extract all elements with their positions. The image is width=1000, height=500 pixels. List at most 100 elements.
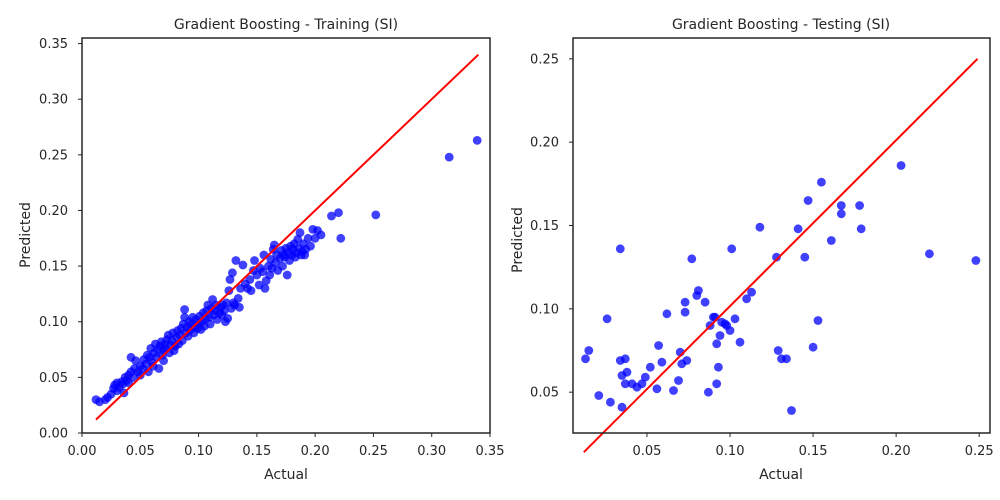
- scatter-point: [260, 284, 270, 293]
- scatter-point: [581, 354, 590, 364]
- x-tick-label: 0.10: [184, 444, 213, 459]
- chart-title: Gradient Boosting - Training (SI): [174, 17, 398, 33]
- scatter-point: [258, 267, 268, 277]
- scatter-point: [662, 309, 672, 319]
- scatter-point: [371, 210, 381, 220]
- plot-frame: [572, 37, 991, 434]
- scatter-point: [735, 337, 745, 347]
- scatter-point: [265, 270, 275, 280]
- scatter-point: [817, 177, 826, 187]
- scatter-point: [224, 286, 234, 295]
- reference-line-segment: [95, 53, 480, 421]
- x-axis-label: Actual: [264, 467, 308, 483]
- scatter-points: [91, 136, 482, 407]
- x-axis-label: Actual: [759, 467, 803, 483]
- y-tick-label: 0.25: [530, 52, 559, 67]
- scatter-point: [615, 244, 625, 254]
- scatter-point: [444, 152, 454, 162]
- scatter-point: [620, 379, 630, 389]
- scatter-point: [327, 211, 336, 221]
- scatter-point: [223, 314, 233, 323]
- x-tick-label: 0.20: [882, 444, 911, 459]
- scatter-point: [306, 241, 315, 251]
- reference-line: [583, 58, 979, 453]
- scatter-point: [971, 256, 981, 265]
- scatter-point: [231, 256, 241, 265]
- scatter-point: [180, 305, 190, 314]
- y-tick-label: 0.05: [39, 371, 68, 386]
- scatter-point: [225, 275, 235, 284]
- x-tick-label: 0.20: [301, 444, 330, 459]
- x-tick-label: 0.25: [359, 444, 388, 459]
- scatter-point: [233, 294, 243, 303]
- plot-frame: [81, 37, 491, 434]
- scatter-point: [687, 254, 697, 264]
- x-tick-label: 0.15: [242, 444, 271, 459]
- x-tick-label: 0.05: [632, 444, 661, 459]
- scatter-point: [836, 201, 846, 210]
- scatter-point: [205, 319, 215, 329]
- scatter-point: [714, 362, 723, 372]
- scatter-point: [730, 314, 740, 324]
- scatter-point: [620, 354, 630, 364]
- x-ticks: 0.05 0.10 0.15 0.20 0.25: [632, 433, 994, 459]
- x-tick-label: 0.05: [126, 444, 155, 459]
- scatter-point: [755, 222, 765, 232]
- scatter-point: [813, 316, 823, 325]
- scatter-point: [228, 268, 237, 278]
- scatter-point: [282, 270, 292, 280]
- scatter-point: [669, 386, 678, 395]
- scatter-point: [316, 230, 326, 240]
- y-tick-label: 0.15: [530, 219, 559, 234]
- scatter-point: [154, 364, 164, 373]
- scatter-point: [782, 354, 791, 364]
- scatter-point: [715, 331, 725, 340]
- scatter-point: [135, 370, 145, 380]
- x-tick-label: 0.25: [965, 444, 994, 459]
- y-tick-label: 0.25: [39, 148, 68, 163]
- reference-line-segment: [583, 58, 979, 453]
- scatter-point: [645, 362, 655, 372]
- x-tick-label: 0.35: [476, 444, 505, 459]
- scatter-point: [856, 224, 866, 234]
- scatter-point: [800, 252, 810, 262]
- scatter-point: [773, 346, 783, 355]
- scatter-point: [584, 346, 594, 355]
- y-tick-label: 0.20: [39, 204, 68, 219]
- scatter-point: [295, 228, 305, 238]
- scatter-points: [581, 161, 981, 415]
- scatter-point: [682, 356, 692, 365]
- scatter-point: [245, 275, 255, 284]
- scatter-point: [235, 302, 244, 312]
- scatter-point: [652, 384, 662, 394]
- x-tick-label: 0.10: [716, 444, 745, 459]
- scatter-point: [606, 397, 615, 407]
- y-tick-label: 0.35: [39, 37, 68, 52]
- reference-line: [95, 53, 480, 421]
- scatter-point: [640, 372, 650, 382]
- x-ticks: 0.00 0.05 0.10 0.15 0.20 0.25 0.30 0.35: [68, 433, 505, 459]
- scatter-point: [808, 342, 818, 352]
- scatter-point: [622, 367, 632, 377]
- scatter-point: [654, 341, 663, 350]
- y-tick-label: 0.10: [39, 315, 68, 330]
- scatter-point: [680, 307, 690, 317]
- testing-chart: Gradient Boosting - Testing (SI) 0.05 0.1…: [510, 17, 994, 483]
- scatter-point: [747, 287, 756, 297]
- scatter-point: [742, 294, 751, 304]
- y-tick-label: 0.05: [530, 386, 559, 401]
- y-ticks: 0.05 0.10 0.15 0.20 0.25: [530, 52, 573, 401]
- scatter-point: [787, 406, 796, 415]
- scatter-point: [617, 402, 627, 412]
- y-tick-label: 0.00: [39, 427, 68, 442]
- scatter-point: [803, 196, 813, 205]
- x-tick-label: 0.15: [799, 444, 828, 459]
- scatter-point: [712, 379, 722, 389]
- scatter-point: [246, 286, 256, 295]
- y-axis-label: Predicted: [510, 207, 526, 273]
- scatter-point: [694, 286, 703, 295]
- scatter-point: [602, 314, 612, 324]
- scatter-point: [219, 306, 229, 315]
- scatter-point: [336, 233, 346, 243]
